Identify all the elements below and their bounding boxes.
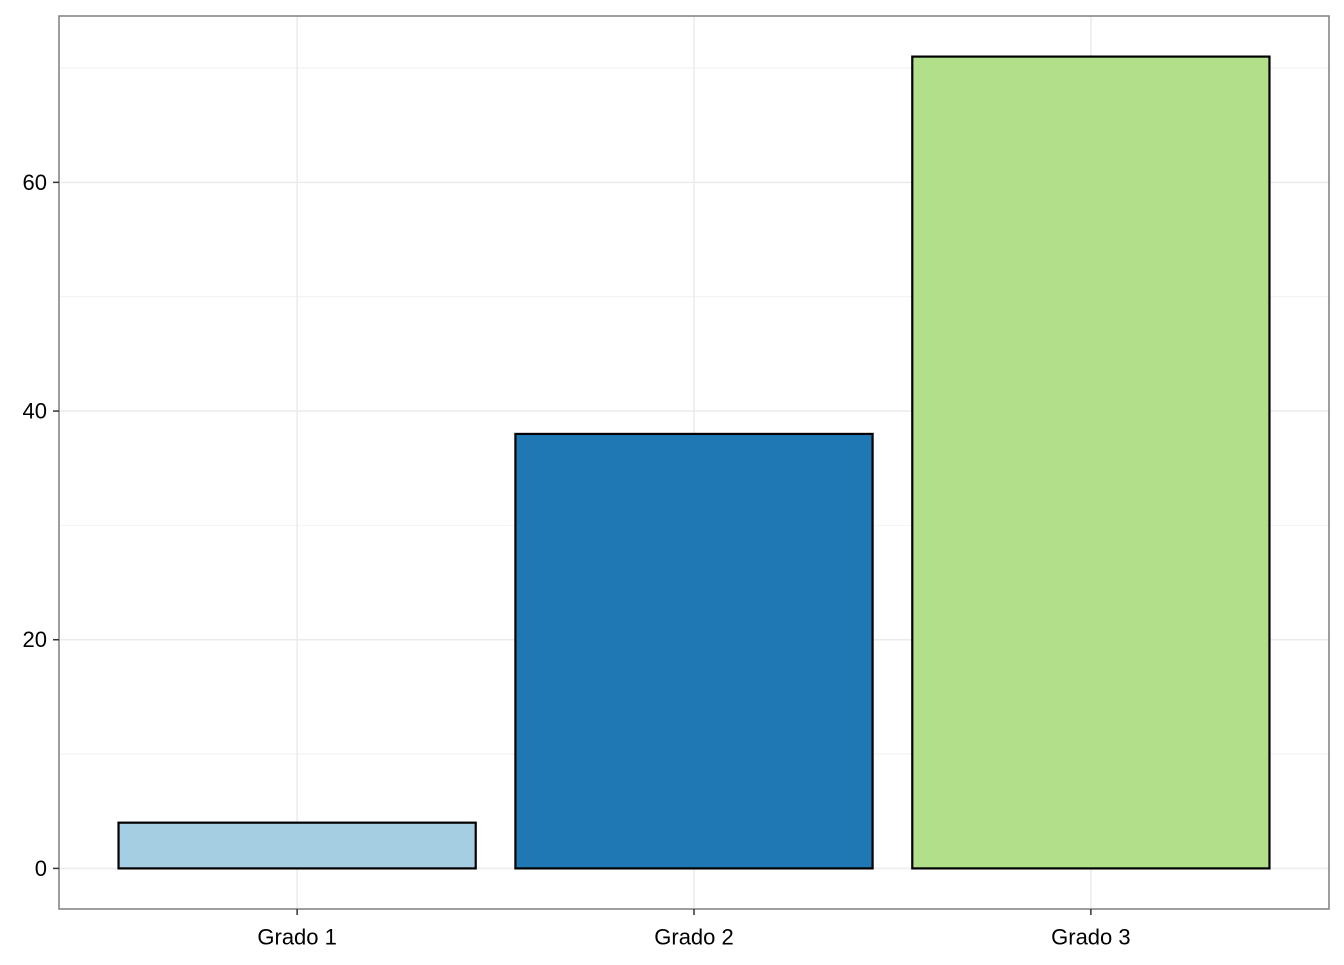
x-tick-label: Grado 1 — [257, 925, 337, 950]
x-tick-label: Grado 2 — [654, 925, 734, 950]
y-tick-label: 40 — [23, 399, 47, 424]
x-tick-label: Grado 3 — [1051, 925, 1131, 950]
y-tick-label: 60 — [23, 170, 47, 195]
y-axis: 0 20 40 60 — [23, 170, 59, 881]
bar-grado-2 — [514, 432, 874, 870]
y-tick-label: 20 — [23, 627, 47, 652]
x-axis: Grado 1 Grado 2 Grado 3 — [257, 909, 1131, 950]
bar-grado-1 — [117, 821, 477, 870]
y-tick-label: 0 — [35, 856, 47, 881]
bar-grado-3 — [911, 55, 1271, 870]
bars — [117, 55, 1271, 870]
